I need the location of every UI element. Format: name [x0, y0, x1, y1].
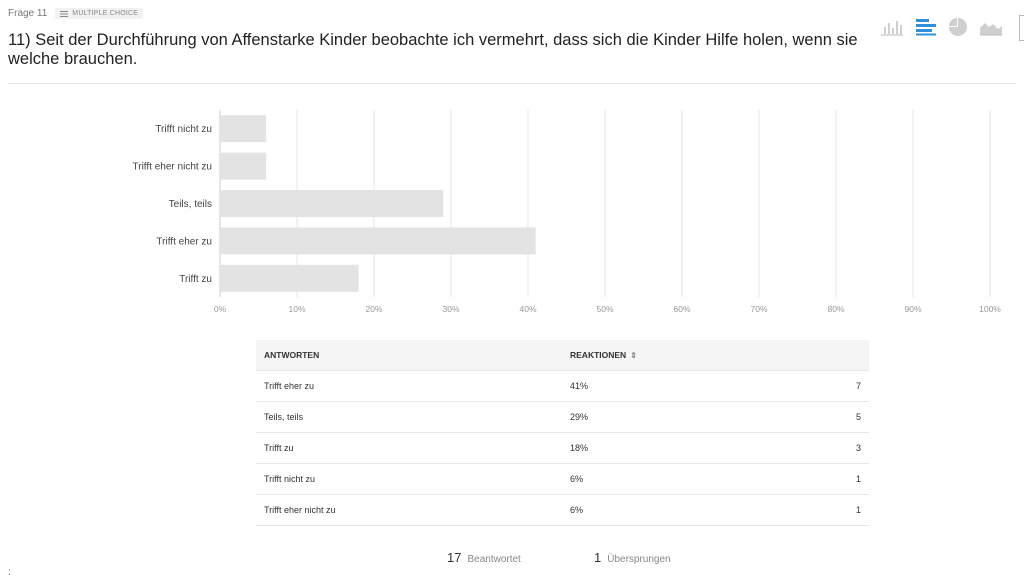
answer-percent: 18%	[570, 443, 589, 453]
x-tick-label: 50%	[596, 304, 613, 314]
bar-chart: 0% 10% 20% 30% 40% 50% 60% 70% 80% 90% 100% Trifft …	[133, 110, 1001, 314]
x-tick-label: 80%	[827, 304, 844, 314]
answers-table: ANTWORTEN REAKTIONEN ⇕ Trifft eher zu 41% 7…	[256, 340, 869, 526]
bar	[220, 264, 359, 292]
answer-label: Trifft eher nicht zu	[264, 505, 336, 515]
header-reaktionen-label: REAKTIONEN	[570, 350, 627, 360]
answer-percent: 6%	[570, 505, 584, 515]
answer-count: 1	[855, 505, 861, 515]
x-tick-label: 20%	[365, 304, 382, 314]
bar	[220, 152, 267, 180]
answered-count: 17	[447, 550, 462, 565]
category-label: Trifft zu	[179, 274, 212, 285]
header-divider	[8, 83, 1016, 84]
answer-label: Trifft eher zu	[264, 381, 315, 391]
drag-handle-icon[interactable]: :	[8, 567, 11, 578]
category-label: Trifft nicht zu	[155, 124, 212, 135]
x-tick-label: 60%	[673, 304, 690, 314]
answer-label: Trifft nicht zu	[264, 474, 316, 484]
skipped-label: Übersprungen	[607, 554, 671, 565]
table-header: ANTWORTEN REAKTIONEN ⇕	[256, 340, 869, 370]
question-number: Frage 11	[8, 8, 48, 19]
skipped-count: 1	[594, 550, 602, 565]
x-tick-label: 10%	[288, 304, 305, 314]
header-antworten: ANTWORTEN	[264, 350, 320, 360]
bar	[220, 190, 444, 217]
answer-count: 5	[855, 412, 861, 422]
sort-icon[interactable]: ⇕	[630, 351, 637, 360]
answer-count: 7	[855, 381, 861, 391]
table-row: Trifft zu 18% 3	[256, 432, 869, 463]
question-header: Frage 11 MULTIPLE CHOICE	[8, 8, 1016, 19]
list-icon	[60, 10, 69, 17]
category-label: Trifft eher zu	[156, 236, 212, 247]
skipped-summary: 1 Übersprungen	[594, 550, 671, 565]
header-reaktionen[interactable]: REAKTIONEN ⇕	[570, 350, 801, 360]
more-options-button[interactable]	[1019, 15, 1024, 41]
answer-percent: 41%	[570, 381, 589, 391]
x-tick-label: 90%	[904, 304, 921, 314]
x-tick-label: 40%	[519, 304, 536, 314]
question-type-label: MULTIPLE CHOICE	[72, 10, 139, 17]
answered-summary: 17 Beantwortet	[447, 550, 521, 565]
category-label: Trifft eher nicht zu	[133, 162, 212, 173]
x-tick-label: 70%	[750, 304, 767, 314]
answer-count: 3	[855, 443, 861, 453]
answer-label: Trifft zu	[264, 443, 294, 453]
bar	[220, 115, 267, 143]
bar-chart-icon[interactable]	[915, 18, 937, 36]
x-tick-label: 100%	[979, 304, 1001, 314]
answer-label: Teils, teils	[264, 412, 304, 422]
answer-count: 1	[855, 474, 861, 484]
category-label: Teils, teils	[169, 199, 212, 210]
answer-percent: 29%	[570, 412, 589, 422]
answer-percent: 6%	[570, 474, 584, 484]
answered-label: Beantwortet	[467, 554, 521, 565]
pie-chart-icon[interactable]	[948, 17, 968, 37]
area-chart-icon[interactable]	[979, 18, 1003, 36]
question-type-badge: MULTIPLE CHOICE	[55, 8, 144, 19]
column-chart-icon[interactable]	[880, 18, 904, 36]
table-row: Trifft nicht zu 6% 1	[256, 463, 869, 494]
table-row: Teils, teils 29% 5	[256, 401, 869, 432]
x-tick-label: 30%	[442, 304, 459, 314]
table-row: Trifft eher nicht zu 6% 1	[256, 494, 869, 526]
table-row: Trifft eher zu 41% 7	[256, 370, 869, 401]
chart-view-switcher	[880, 17, 1003, 37]
question-title: 11) Seit der Durchführung von Affenstark…	[8, 31, 858, 68]
x-tick-label: 0%	[214, 304, 227, 314]
bar	[220, 227, 536, 255]
